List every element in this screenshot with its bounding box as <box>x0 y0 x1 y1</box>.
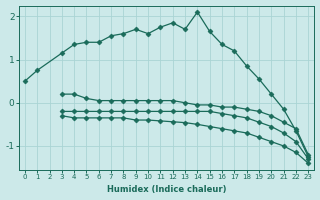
X-axis label: Humidex (Indice chaleur): Humidex (Indice chaleur) <box>107 185 226 194</box>
